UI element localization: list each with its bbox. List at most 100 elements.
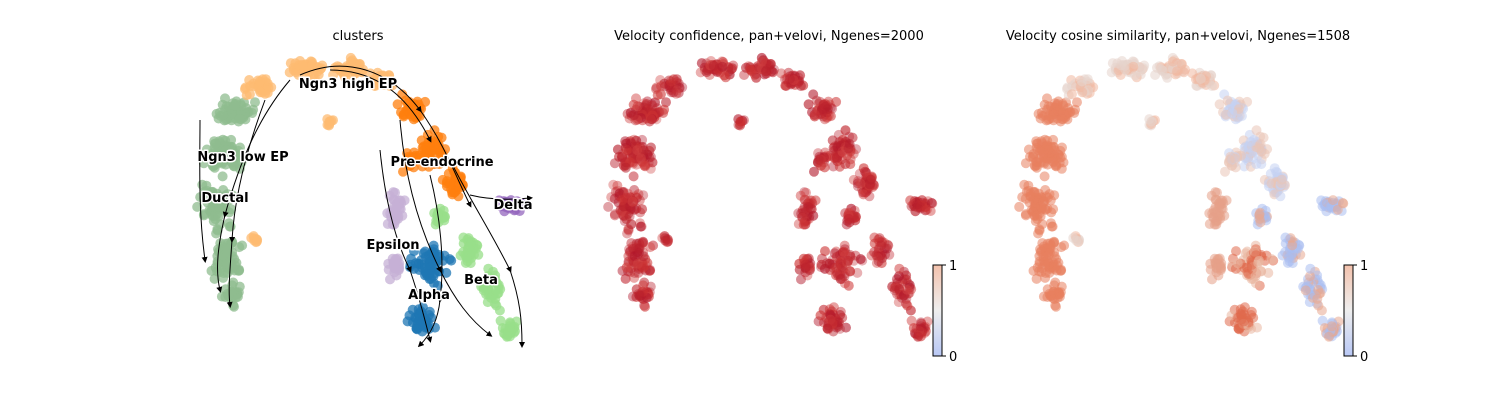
cell-point [1305, 271, 1315, 282]
cell-point [472, 240, 483, 251]
cell-point [398, 166, 408, 177]
panel-2-title: Velocity confidence, pan+velovi, Ngenes=… [614, 29, 924, 44]
cell-point [1051, 100, 1062, 111]
cell-point [410, 258, 421, 269]
cell-point [835, 306, 846, 317]
cell-point [660, 81, 671, 92]
confidence-points [603, 52, 938, 342]
cell-point [490, 293, 501, 304]
cell-point [1230, 153, 1241, 164]
panel-velocity-confidence: Velocity confidence, pan+velovi, Ngenes=… [603, 29, 957, 365]
cell-point [803, 202, 814, 212]
cell-point [717, 61, 728, 72]
cell-point [912, 331, 923, 342]
streamline [216, 79, 291, 293]
cell-point [839, 271, 850, 282]
cell-point [621, 144, 632, 155]
cell-point [854, 168, 865, 179]
cell-point [234, 114, 245, 125]
cell-point [1035, 211, 1046, 222]
cell-point [223, 290, 234, 301]
cell-point [620, 273, 631, 284]
cell-point [671, 74, 682, 85]
cell-point [664, 82, 675, 93]
cluster-label: Ngn3 low EP [197, 150, 288, 165]
cell-point [453, 191, 464, 202]
cluster-label: Ductal [201, 191, 248, 206]
cell-point [491, 285, 502, 295]
cell-point [324, 116, 335, 127]
cell-point [1240, 248, 1251, 259]
cell-point [902, 300, 913, 311]
cell-point [213, 211, 224, 222]
cell-point [799, 187, 810, 198]
cell-point [1056, 151, 1067, 162]
cell-point [668, 87, 679, 98]
cell-point [869, 247, 880, 258]
cell-point [840, 159, 851, 170]
cell-point [841, 322, 851, 333]
cell-point [902, 285, 913, 295]
cell-point [831, 96, 842, 107]
cell-point [1033, 188, 1044, 199]
cell-point [663, 236, 673, 247]
cell-point [1251, 159, 1262, 170]
cell-point [609, 158, 620, 169]
cell-point [800, 259, 811, 270]
cell-point [1254, 213, 1265, 224]
cell-point [1046, 153, 1057, 164]
cluster-label: Beta [464, 273, 498, 288]
cell-point [647, 100, 658, 111]
cell-point [1326, 321, 1337, 332]
cell-point [248, 104, 259, 115]
cell-point [345, 56, 356, 67]
cell-point [1167, 56, 1178, 67]
cell-point [224, 153, 235, 164]
cell-point [873, 256, 884, 267]
cell-point [1238, 316, 1249, 327]
cell-point [882, 239, 893, 250]
cell-point [1276, 174, 1287, 185]
cell-point [876, 240, 887, 251]
cell-point [648, 240, 659, 251]
cell-point [821, 258, 832, 269]
cell-point [634, 290, 645, 301]
streamline [469, 194, 533, 202]
cell-point [1220, 166, 1230, 177]
cell-point [210, 138, 221, 149]
cell-point [1046, 221, 1057, 232]
panel-cosine-similarity: Velocity cosine similarity, pan+velovi, … [1006, 29, 1368, 365]
cell-point [308, 70, 319, 81]
cell-point [629, 204, 640, 215]
cell-point [639, 160, 650, 171]
cell-point [816, 108, 827, 119]
cell-point [1254, 255, 1265, 266]
cell-point [822, 104, 833, 115]
cell-point [877, 247, 888, 258]
cell-point [621, 138, 632, 149]
cell-point [235, 142, 245, 153]
cell-point [865, 174, 876, 185]
cell-point [1219, 210, 1230, 221]
cell-point [666, 76, 676, 87]
cell-point [1031, 273, 1042, 284]
cell-point [1214, 99, 1225, 110]
cell-point [871, 258, 882, 268]
cell-point [1305, 263, 1316, 274]
cell-point [618, 211, 629, 221]
cell-point [1138, 63, 1149, 74]
cell-point [843, 280, 854, 291]
cell-point [1251, 125, 1262, 136]
cell-point [640, 100, 651, 111]
cell-point [1077, 76, 1087, 87]
cell-point [1038, 196, 1049, 207]
cell-point [465, 240, 476, 251]
streamline [199, 119, 208, 263]
cell-point [252, 236, 262, 247]
cell-point [620, 136, 631, 147]
cell-point [617, 195, 628, 205]
cell-point [803, 99, 814, 110]
cell-point [799, 194, 810, 205]
cell-point [1032, 138, 1043, 149]
cell-point [1128, 61, 1139, 72]
